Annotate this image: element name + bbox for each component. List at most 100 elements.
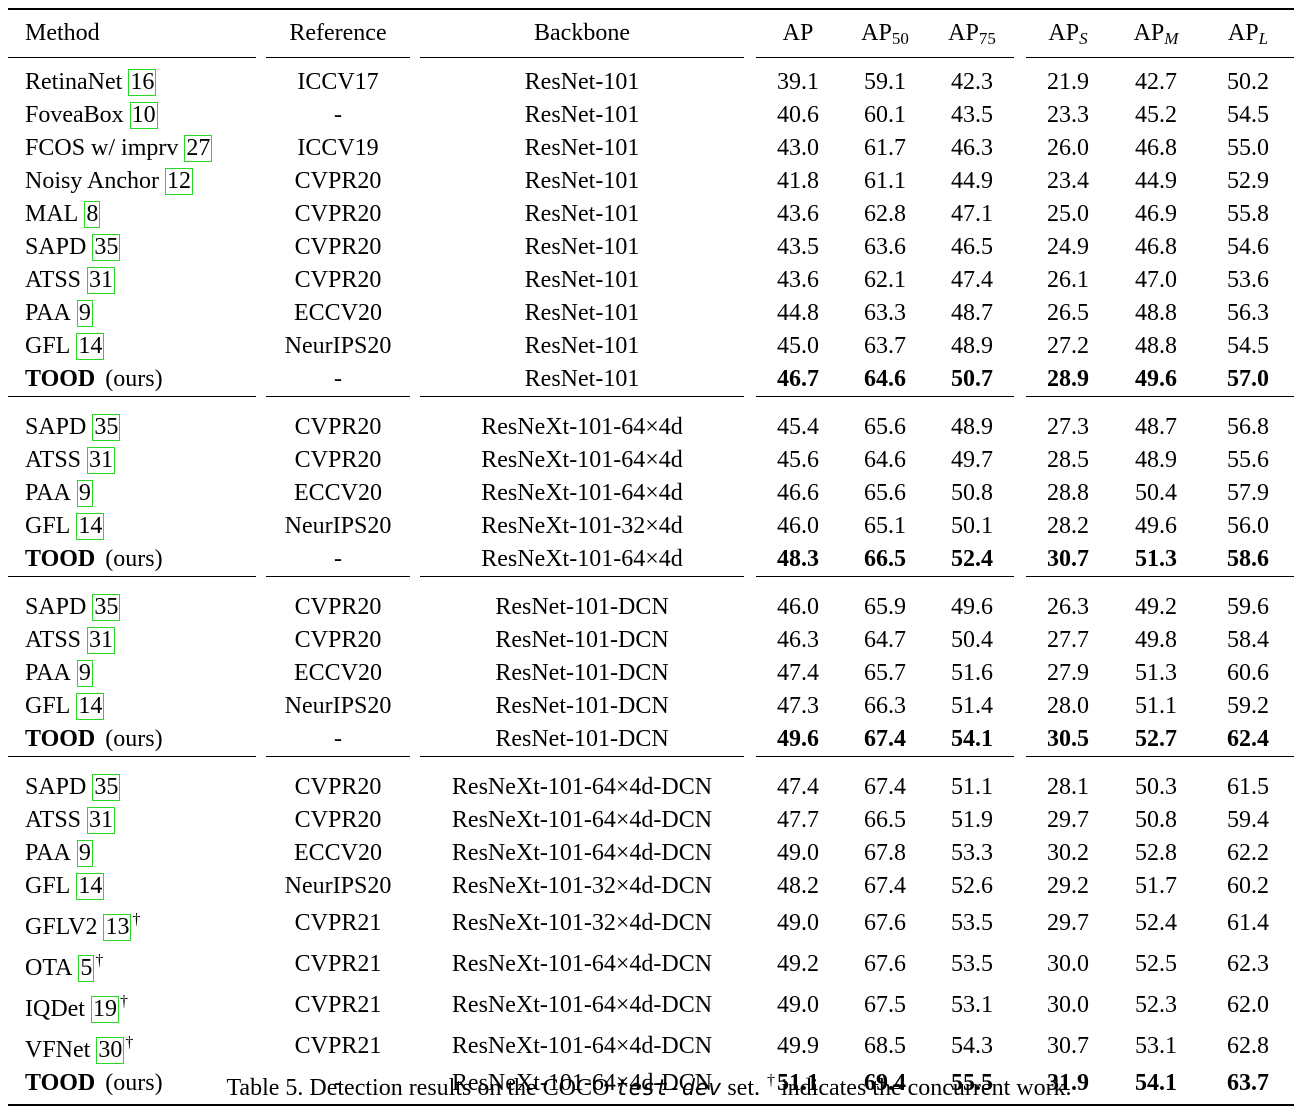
- ap50-cell: 66.5: [864, 546, 906, 572]
- reference-cell: CVPR20: [294, 447, 382, 473]
- aps-cell: 24.9: [1047, 234, 1089, 260]
- apl-cell: 61.5: [1202, 756, 1294, 804]
- ap50-cell: 67.4: [840, 756, 930, 804]
- apl-cell: 63.7: [1202, 1067, 1294, 1106]
- reference-cell: -: [334, 726, 342, 752]
- citation-link[interactable]: 31: [87, 627, 116, 654]
- citation-link[interactable]: 31: [87, 267, 116, 294]
- ap50-cell: 67.8: [864, 840, 906, 866]
- reference-cell: -: [334, 102, 342, 128]
- table-row: FCOS w/ imprv 27 ICCV19 ResNet-101 43.0 61.7 4…: [8, 132, 1294, 165]
- citation-link[interactable]: 10: [129, 102, 158, 129]
- method-name: SAPD: [25, 234, 87, 260]
- aps-cell: 28.2: [1047, 513, 1089, 539]
- table-row: GFL 14 NeurIPS20 ResNeXt-101-32×4d 46.0 65.1 5…: [8, 510, 1294, 543]
- reference-cell: -: [334, 546, 342, 572]
- method-cell: PAA 9: [8, 837, 256, 870]
- ap75-cell: 43.5: [951, 102, 993, 128]
- apm-cell: 51.7: [1135, 873, 1177, 899]
- method-cell: ATSS 31: [8, 624, 256, 657]
- citation-link[interactable]: 27: [184, 135, 213, 162]
- citation-link[interactable]: 14: [76, 873, 105, 900]
- apl-cell: 52.9: [1227, 168, 1269, 194]
- header-reference: Reference: [266, 8, 410, 58]
- method-name: IQDet: [25, 996, 85, 1022]
- reference-cell: NeurIPS20: [284, 513, 392, 539]
- citation-link[interactable]: 5: [78, 955, 95, 982]
- citation-link[interactable]: 12: [165, 168, 193, 195]
- results-table: Method Reference Backbone AP AP50 AP75 A…: [8, 8, 1294, 1106]
- apm-cell: 51.3: [1135, 546, 1177, 572]
- caption-dagger: †: [767, 1072, 775, 1089]
- reference-cell: CVPR20: [294, 234, 382, 260]
- method-cell: ATSS 31: [8, 804, 256, 837]
- apl-cell: 57.0: [1227, 366, 1269, 392]
- ap50-cell: 64.6: [864, 366, 906, 392]
- ap50-cell: 67.6: [864, 951, 906, 977]
- citation-link[interactable]: 30: [96, 1037, 125, 1064]
- ap50-cell: 61.7: [864, 135, 906, 161]
- backbone-cell: ResNet-101: [524, 366, 640, 392]
- reference-cell: CVPR20: [294, 807, 382, 833]
- aps-cell: 25.0: [1047, 201, 1089, 227]
- ap75-cell: 46.5: [951, 234, 993, 260]
- citation-link[interactable]: 13: [103, 914, 132, 941]
- results-table-container: Method Reference Backbone AP AP50 AP75 A…: [8, 8, 1294, 1106]
- reference-cell: CVPR20: [294, 627, 382, 653]
- reference-cell: CVPR20: [266, 756, 410, 804]
- citation-link[interactable]: 19: [90, 996, 119, 1023]
- citation-link[interactable]: 8: [84, 201, 101, 228]
- aps-cell: 31.9: [1026, 1067, 1110, 1106]
- ap75-cell: 48.7: [951, 300, 993, 326]
- header-apm: APM: [1110, 8, 1202, 58]
- method-cell: RetinaNet 16: [8, 58, 256, 99]
- apl-cell: 62.2: [1227, 840, 1269, 866]
- apl-cell: 60.6: [1227, 660, 1269, 686]
- ap75-cell: 50.1: [951, 513, 993, 539]
- apm-cell: 46.8: [1135, 234, 1177, 260]
- citation-link[interactable]: 35: [92, 234, 121, 261]
- method-cell: GFLV2 13 †: [8, 903, 256, 944]
- apm-cell: 53.1: [1135, 1033, 1177, 1059]
- apm-cell: 46.8: [1135, 135, 1177, 161]
- apl-cell: 62.0: [1227, 992, 1269, 1018]
- citation-link[interactable]: 35: [92, 774, 121, 801]
- table-row: VFNet 30 † CVPR21 ResNeXt-101-64×4d-DCN 49.9 6…: [8, 1026, 1294, 1067]
- apl-cell: 57.9: [1227, 480, 1269, 506]
- aps-cell: 30.2: [1047, 840, 1089, 866]
- ours-label: (ours): [105, 546, 163, 572]
- method-name: ATSS: [25, 807, 82, 833]
- citation-link[interactable]: 35: [92, 594, 121, 621]
- backbone-cell: ResNet-101: [524, 102, 640, 128]
- ap50-cell: 59.1: [864, 69, 906, 95]
- citation-link[interactable]: 35: [92, 414, 121, 441]
- reference-cell: CVPR21: [294, 951, 382, 977]
- method-name: PAA: [25, 840, 71, 866]
- ap75-cell: 55.5: [930, 1067, 1014, 1106]
- ap-cell: 48.3: [777, 546, 819, 572]
- aps-cell: 29.2: [1047, 873, 1089, 899]
- backbone-cell: ResNet-101: [524, 267, 640, 293]
- ap75-cell: 53.3: [951, 840, 993, 866]
- ap75-cell: 53.5: [951, 910, 993, 936]
- citation-link[interactable]: 31: [87, 447, 116, 474]
- table-row: ATSS 31 CVPR20 ResNet-101 43.6 62.1 47.4 26.1 47…: [8, 264, 1294, 297]
- citation-link[interactable]: 9: [76, 300, 93, 327]
- backbone-cell: ResNeXt-101-32×4d-DCN: [451, 910, 713, 936]
- citation-link[interactable]: 16: [128, 69, 157, 96]
- aps-cell: 27.9: [1047, 660, 1089, 686]
- citation-link[interactable]: 9: [76, 480, 93, 507]
- citation-link[interactable]: 14: [76, 333, 105, 360]
- ap50-cell: 61.1: [864, 168, 906, 194]
- backbone-cell: ResNeXt-101-64×4d: [481, 447, 683, 473]
- ap50-cell: 67.4: [864, 726, 906, 752]
- citation-link[interactable]: 31: [87, 807, 116, 834]
- citation-link[interactable]: 9: [76, 840, 93, 867]
- table-row: GFL 14 NeurIPS20 ResNeXt-101-32×4d-DCN 48.2 6…: [8, 870, 1294, 903]
- concurrent-dagger: †: [125, 1034, 134, 1051]
- citation-link[interactable]: 14: [76, 693, 105, 720]
- citation-link[interactable]: 9: [76, 660, 93, 687]
- aps-cell: 28.1: [1026, 756, 1110, 804]
- method-name: PAA: [25, 480, 71, 506]
- citation-link[interactable]: 14: [76, 513, 105, 540]
